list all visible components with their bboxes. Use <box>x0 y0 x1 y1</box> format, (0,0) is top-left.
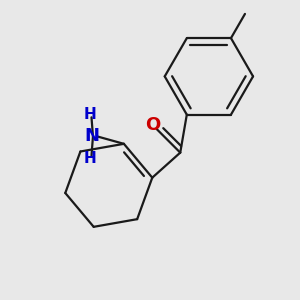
Text: H: H <box>84 107 96 122</box>
Text: H: H <box>84 151 96 166</box>
Text: N: N <box>84 128 99 146</box>
Text: O: O <box>145 116 160 134</box>
